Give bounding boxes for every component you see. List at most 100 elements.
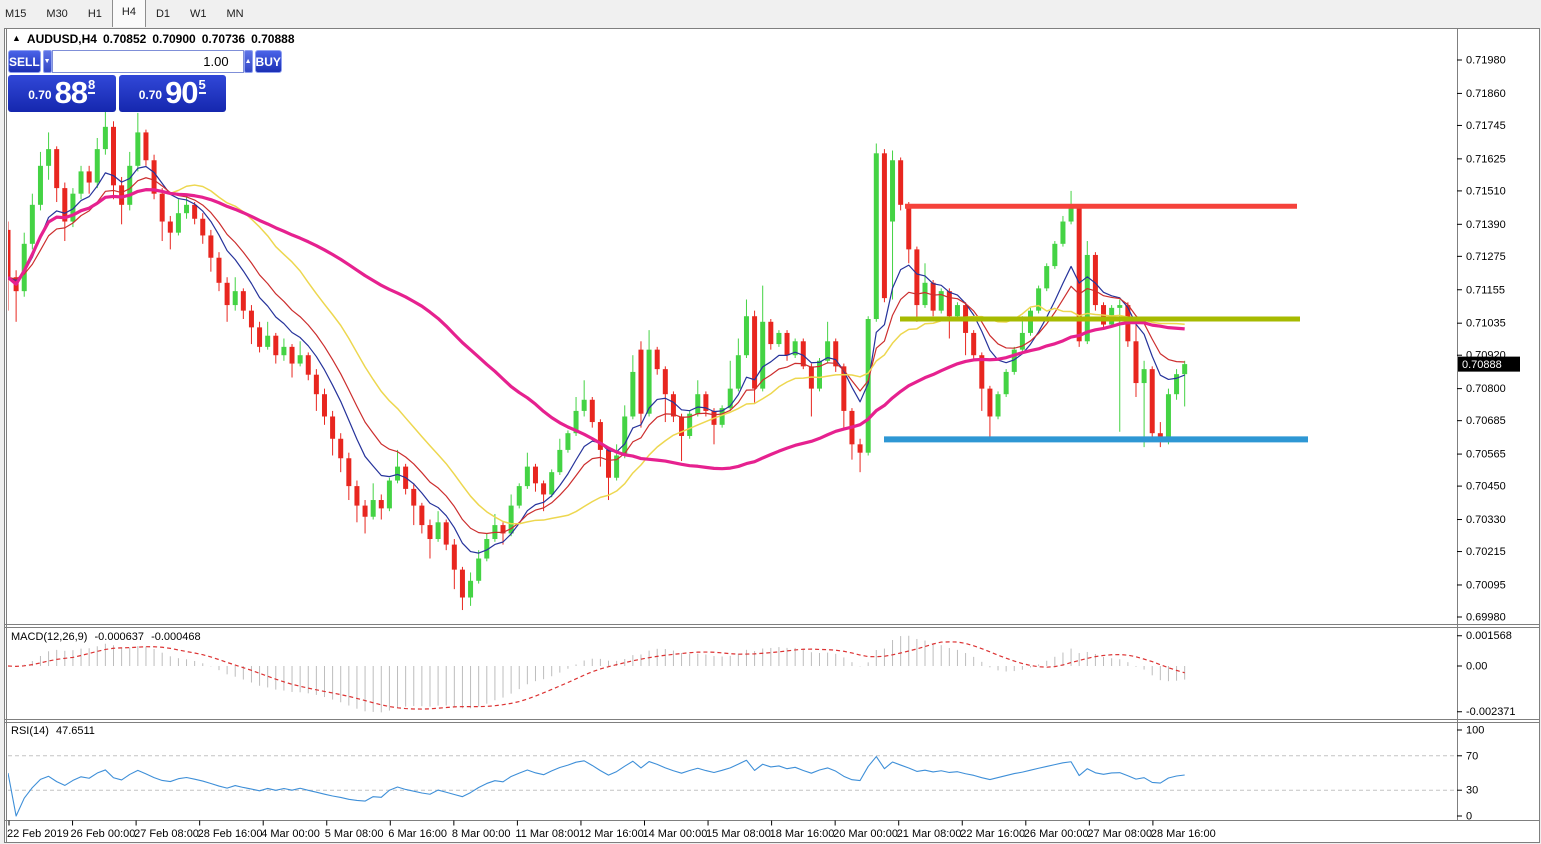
candle[interactable] xyxy=(167,221,173,233)
candle[interactable] xyxy=(273,335,279,356)
candle[interactable] xyxy=(232,291,238,306)
collapse-triangle-icon[interactable]: ▲ xyxy=(12,33,21,43)
tab-H1[interactable]: H1 xyxy=(87,8,102,20)
candle[interactable] xyxy=(192,204,198,219)
candle[interactable] xyxy=(971,332,977,356)
candle[interactable] xyxy=(654,349,660,370)
candle[interactable] xyxy=(735,355,741,389)
candle[interactable] xyxy=(508,505,514,534)
candle[interactable] xyxy=(532,466,538,484)
candle[interactable] xyxy=(1133,341,1139,384)
candle[interactable] xyxy=(768,321,774,345)
candle[interactable] xyxy=(646,349,652,414)
candle[interactable] xyxy=(427,525,433,540)
candle[interactable] xyxy=(1052,243,1058,267)
candlestick-layer[interactable] xyxy=(6,110,1188,611)
candle[interactable] xyxy=(898,160,904,205)
candle[interactable] xyxy=(524,466,530,487)
candle[interactable] xyxy=(1036,288,1042,311)
candle[interactable] xyxy=(1003,371,1009,395)
candle[interactable] xyxy=(630,371,636,417)
candle[interactable] xyxy=(622,416,628,456)
candle[interactable] xyxy=(825,341,831,361)
candle[interactable] xyxy=(719,408,725,425)
candle[interactable] xyxy=(435,522,441,540)
candle[interactable] xyxy=(468,580,474,598)
candle[interactable] xyxy=(995,394,1001,417)
candle[interactable] xyxy=(281,346,287,356)
candle[interactable] xyxy=(670,394,676,417)
candle[interactable] xyxy=(1084,254,1090,342)
candle[interactable] xyxy=(914,249,920,306)
candle[interactable] xyxy=(184,204,190,214)
candle[interactable] xyxy=(954,305,960,317)
candle[interactable] xyxy=(1117,305,1123,308)
candle[interactable] xyxy=(614,455,620,478)
candle[interactable] xyxy=(890,160,896,222)
candle[interactable] xyxy=(1027,310,1033,333)
candle[interactable] xyxy=(979,355,985,389)
candle[interactable] xyxy=(297,355,303,364)
volume-increase-button[interactable]: ▲ xyxy=(243,50,253,73)
candle[interactable] xyxy=(1011,349,1017,372)
candle[interactable] xyxy=(1092,254,1098,306)
candle[interactable] xyxy=(743,316,749,356)
candle[interactable] xyxy=(200,218,206,236)
candle[interactable] xyxy=(1068,207,1074,222)
candle[interactable] xyxy=(857,444,863,453)
candle[interactable] xyxy=(865,319,871,453)
candle[interactable] xyxy=(78,171,84,194)
sell-price-button[interactable]: 0.70 88 8 xyxy=(8,75,116,112)
candle[interactable] xyxy=(881,153,887,299)
candle[interactable] xyxy=(784,332,790,356)
candle[interactable] xyxy=(443,522,449,545)
candle[interactable] xyxy=(873,153,879,320)
candle[interactable] xyxy=(46,149,52,166)
candle[interactable] xyxy=(516,486,522,506)
candle[interactable] xyxy=(549,472,555,495)
candle[interactable] xyxy=(930,282,936,311)
buy-price-button[interactable]: 0.70 90 5 xyxy=(118,75,226,112)
candle[interactable] xyxy=(565,433,571,450)
candle[interactable] xyxy=(110,126,116,186)
candle[interactable] xyxy=(841,366,847,411)
candle[interactable] xyxy=(1060,221,1066,244)
candle[interactable] xyxy=(346,458,352,487)
candle[interactable] xyxy=(386,480,392,509)
candle[interactable] xyxy=(338,438,344,459)
candle[interactable] xyxy=(581,399,587,411)
candle[interactable] xyxy=(476,558,482,581)
candle[interactable] xyxy=(29,204,35,244)
candle[interactable] xyxy=(906,204,912,250)
candle[interactable] xyxy=(817,360,822,389)
candle[interactable] xyxy=(662,369,668,395)
tab-M15[interactable]: M15 xyxy=(5,8,27,20)
candle[interactable] xyxy=(1044,266,1050,289)
tab-W1[interactable]: W1 xyxy=(190,8,207,20)
candle[interactable] xyxy=(354,486,360,506)
candle[interactable] xyxy=(606,449,612,478)
candle[interactable] xyxy=(687,413,693,436)
candle[interactable] xyxy=(86,171,92,183)
candle[interactable] xyxy=(54,149,60,189)
candle[interactable] xyxy=(703,394,709,411)
candle[interactable] xyxy=(459,569,465,598)
sell-button[interactable]: SELL xyxy=(8,50,41,73)
volume-decrease-button[interactable]: ▼ xyxy=(42,50,52,73)
candle[interactable] xyxy=(800,341,806,367)
buy-button[interactable]: BUY xyxy=(254,50,282,73)
candle[interactable] xyxy=(135,132,141,166)
candle[interactable] xyxy=(451,544,457,570)
candle[interactable] xyxy=(6,229,11,278)
candle[interactable] xyxy=(37,165,43,205)
candle[interactable] xyxy=(500,525,506,534)
candle[interactable] xyxy=(922,282,928,306)
candle[interactable] xyxy=(395,466,401,481)
candle[interactable] xyxy=(216,257,222,283)
candle[interactable] xyxy=(208,235,214,258)
candle[interactable] xyxy=(727,388,733,409)
candle[interactable] xyxy=(987,388,993,417)
candle[interactable] xyxy=(589,399,595,423)
candle[interactable] xyxy=(370,500,376,517)
